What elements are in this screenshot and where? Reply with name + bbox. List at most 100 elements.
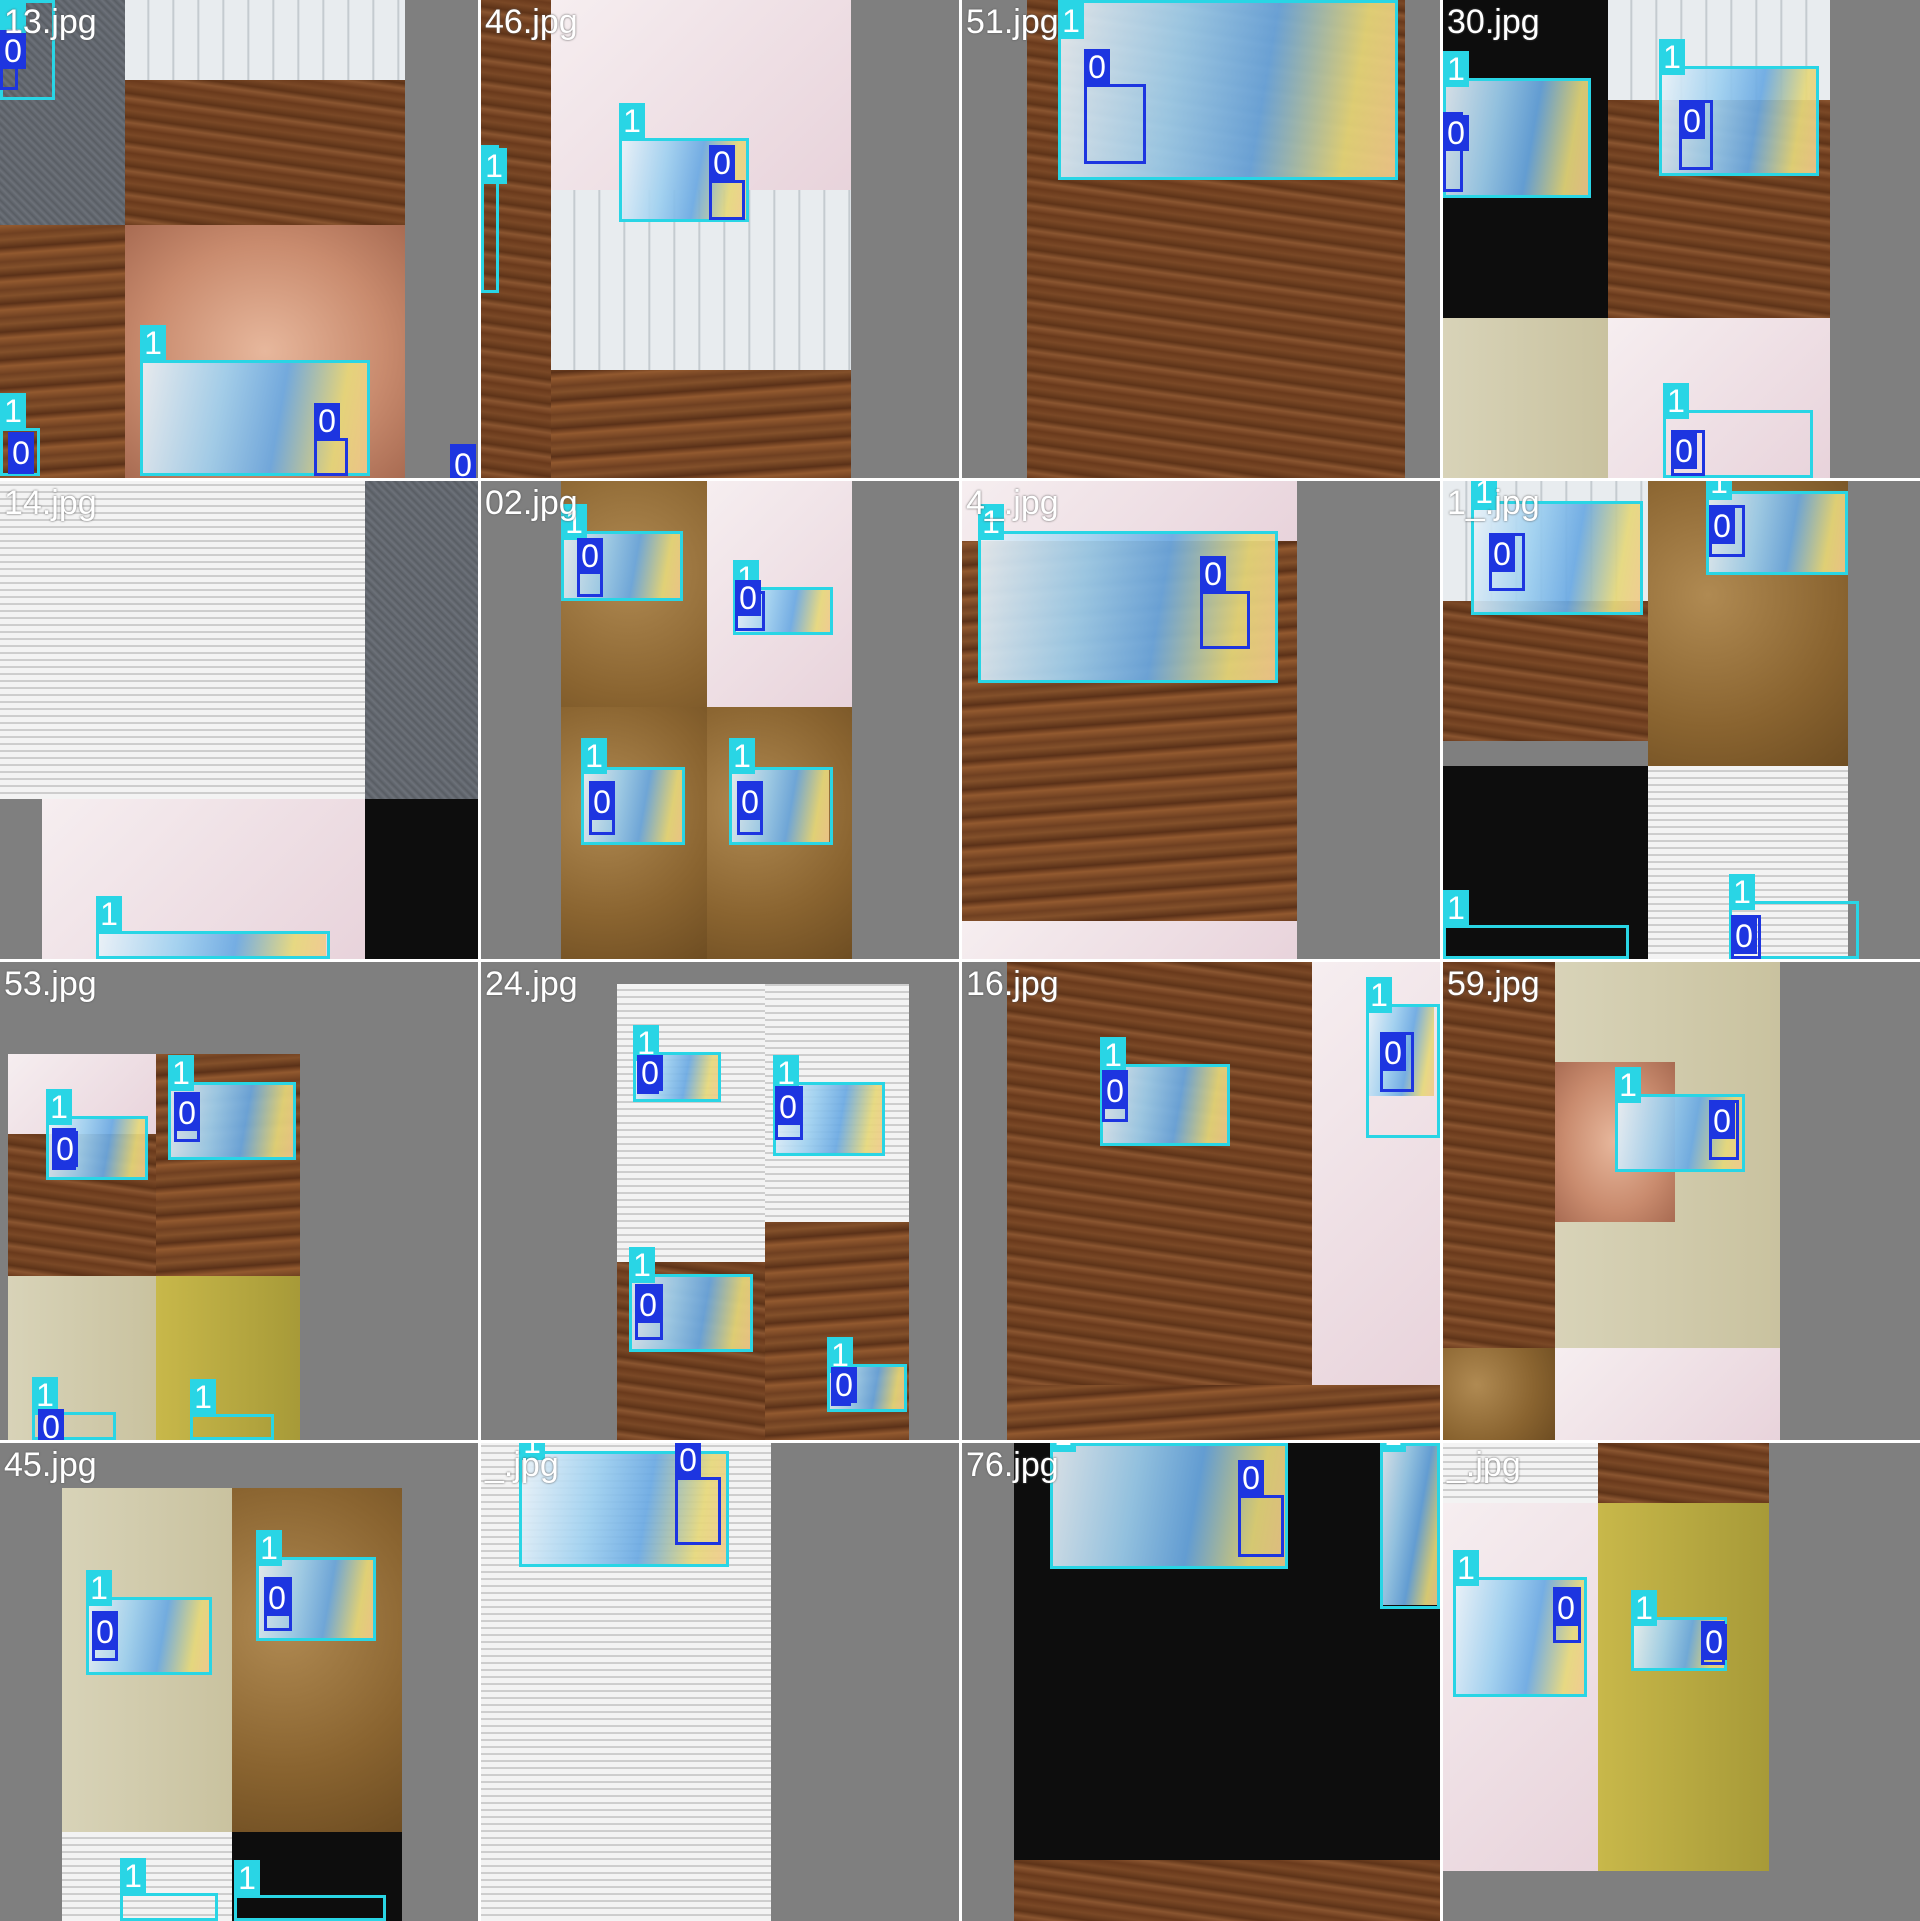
detection-box: 1 — [581, 738, 685, 845]
class-label: 1 — [773, 1055, 799, 1091]
class-label: 1 — [86, 1570, 112, 1606]
detection-box: 0 — [1200, 556, 1250, 649]
class-label: 1 — [619, 103, 645, 139]
class-label: 0 — [450, 447, 476, 478]
class-label: 0 — [1679, 103, 1705, 139]
detection-box: 0 — [637, 1055, 663, 1094]
image-filename: 4_.jpg — [966, 484, 1059, 522]
detection-box: 0 — [577, 538, 603, 597]
detection-box: 1 — [481, 145, 507, 293]
class-label: 1 — [1659, 39, 1685, 75]
detection-box: 0 — [1380, 1032, 1414, 1092]
detection-box: 1 — [1729, 874, 1859, 959]
image-filename: 46.jpg — [485, 3, 578, 41]
class-label: 1 — [561, 504, 587, 540]
tile-photo — [365, 481, 478, 799]
detection-box: 0 — [38, 1409, 64, 1440]
mosaic-tile: 1 0 1 0 1 0 1 53.jpg — [0, 962, 478, 1440]
class-label: 0 — [1489, 536, 1515, 572]
detection-box: 1 — [619, 103, 749, 222]
id-card — [98, 933, 326, 959]
tile-photo — [1007, 962, 1357, 1385]
tile-photo — [1608, 318, 1830, 478]
detection-box: 1 — [256, 1530, 376, 1641]
class-label: 1 — [1050, 1443, 1076, 1452]
detection-box: 1 — [1706, 481, 1848, 575]
detection-box: 0 — [8, 432, 34, 474]
tile-photo — [1598, 1443, 1769, 1503]
class-label: 1 — [96, 896, 122, 932]
mosaic-tile: 1 0 4_.jpg — [962, 481, 1440, 959]
detection-box: 1 — [1058, 0, 1398, 180]
mosaic-tile: 1 0 1 0 1 1 45.jpg — [0, 1443, 478, 1921]
id-card — [1060, 2, 1395, 178]
class-label: 1 — [1663, 383, 1689, 419]
tile-photo — [551, 370, 851, 478]
class-label: 1 — [168, 1055, 194, 1091]
image-filename: _.jpg — [485, 1446, 559, 1484]
detection-box: 1 — [0, 393, 40, 476]
detection-box: 1 — [729, 738, 833, 845]
class-label: 1 — [32, 1377, 58, 1413]
detection-box: 0 — [1238, 1460, 1284, 1557]
mosaic-tile: 1 0 1 0 1 0 1 0 24.jpg — [481, 962, 959, 1440]
class-label: 1 — [190, 1379, 216, 1415]
detection-box: 0 — [1709, 1100, 1739, 1160]
class-label: 0 — [1553, 1590, 1579, 1626]
class-label: 0 — [38, 1409, 64, 1440]
class-label: 0 — [92, 1614, 118, 1650]
detection-box: 0 — [52, 1128, 78, 1170]
class-label: 0 — [264, 1580, 290, 1616]
class-label: 1 — [581, 738, 607, 774]
detection-box: 0 — [831, 1367, 857, 1406]
class-label: 1 — [46, 1089, 72, 1125]
image-filename: 30.jpg — [1447, 3, 1540, 41]
class-label: 1 — [1366, 977, 1392, 1013]
detection-box: 0 — [450, 444, 476, 478]
class-label: 0 — [1443, 115, 1469, 151]
mosaic-tile: 1 0 1 0 1 0 1 0 02.jpg — [481, 481, 959, 959]
class-label: 0 — [1671, 433, 1697, 469]
mosaic-tile: 1 1 0 0 1 0 0 13.jpg — [0, 0, 478, 478]
detection-box: 1 — [86, 1570, 212, 1675]
class-label: 1 — [1380, 1443, 1406, 1452]
class-label: 1 — [978, 504, 1004, 540]
detection-box: 1 — [1050, 1443, 1288, 1569]
detection-box: 0 — [174, 1092, 200, 1142]
tile-photo — [1598, 1503, 1769, 1871]
class-label: 1 — [519, 1443, 545, 1460]
tile-photo — [125, 0, 405, 80]
tile-photo — [1555, 1348, 1780, 1440]
class-label: 0 — [675, 1443, 701, 1478]
image-filename: _.jpg — [1447, 1446, 1521, 1484]
detection-box: 0 — [1671, 430, 1705, 476]
detection-box: 1 — [46, 1089, 148, 1180]
tile-photo — [232, 1832, 402, 1921]
detection-box: 0 — [1489, 533, 1525, 591]
detection-box: 0 — [1679, 100, 1713, 170]
class-label: 1 — [1453, 1550, 1479, 1586]
mosaic-tile: 1 0 1 0 1 0 30.jpg — [1443, 0, 1920, 478]
detection-box: 0 — [709, 145, 745, 220]
detection-box: 0 — [1553, 1587, 1581, 1643]
class-label: 1 — [120, 1858, 146, 1894]
tile-photo — [1443, 1443, 1598, 1503]
class-label: 1 — [629, 1247, 655, 1283]
detection-box: 0 — [1731, 915, 1761, 959]
class-label: 0 — [1380, 1035, 1406, 1071]
tile-photo — [0, 481, 365, 799]
detection-box: 0 — [589, 781, 615, 835]
detection-box: 0 — [775, 1086, 803, 1140]
image-filename: 1_.jpg — [1447, 484, 1540, 522]
class-label: 1 — [1706, 481, 1732, 500]
class-label: 0 — [635, 1287, 661, 1323]
class-label: 0 — [637, 1055, 663, 1091]
tile-photo — [1443, 601, 1648, 741]
class-label: 1 — [1729, 874, 1755, 910]
class-label: 0 — [1084, 49, 1110, 85]
detection-box: 1 — [168, 1055, 296, 1160]
mosaic-tile: 1 0 51.jpg — [962, 0, 1440, 478]
detection-box: 1 — [1659, 39, 1819, 176]
detection-box: 0 — [264, 1577, 292, 1631]
